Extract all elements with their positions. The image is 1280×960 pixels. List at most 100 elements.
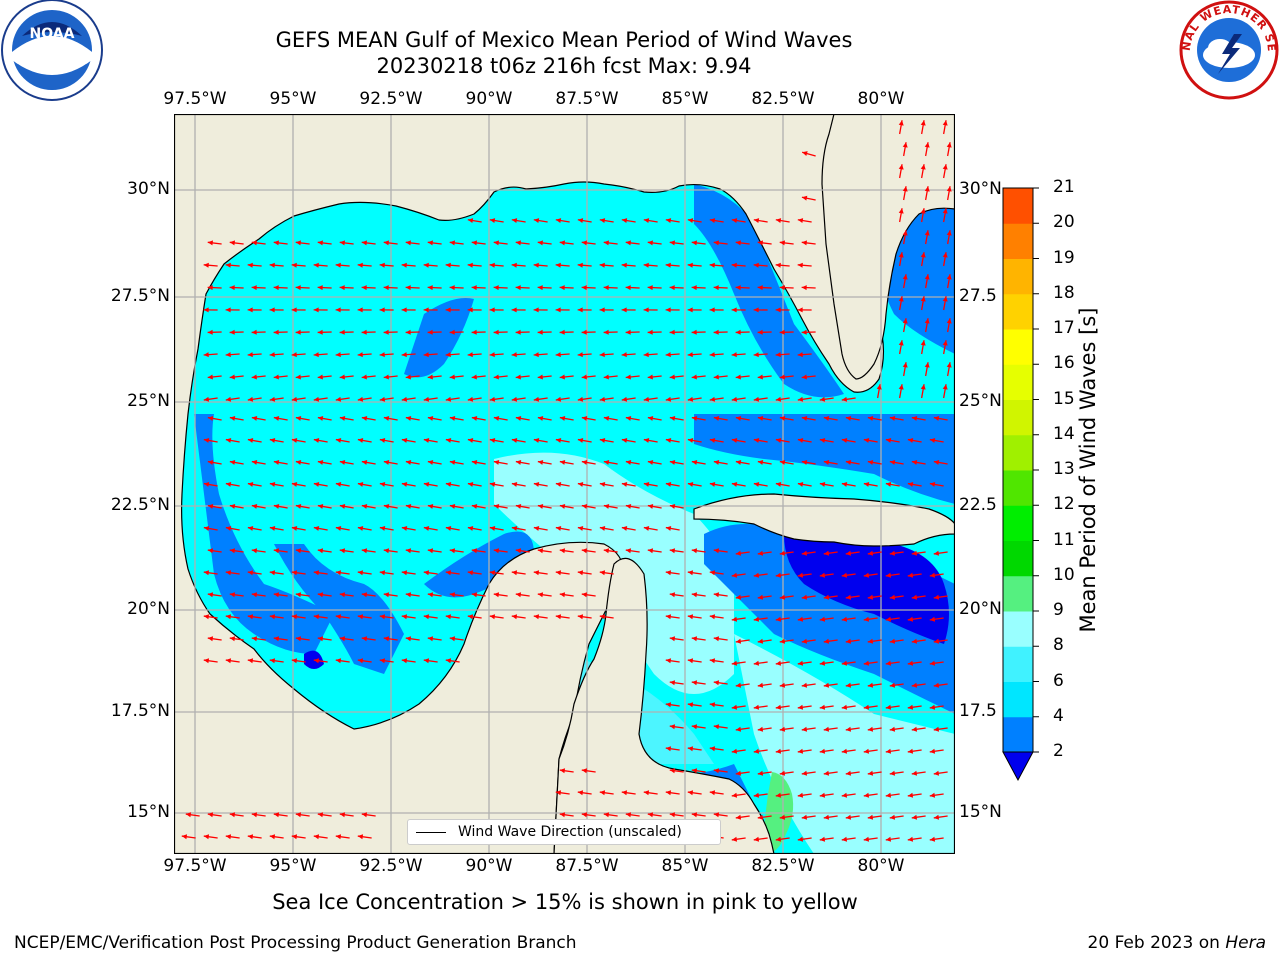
wind-arrow — [603, 374, 618, 380]
wind-arrow — [313, 396, 328, 402]
wind-arrow — [537, 240, 552, 246]
wind-arrow — [823, 415, 838, 421]
wind-arrow — [889, 814, 904, 820]
wind-arrow — [907, 836, 922, 842]
wind-arrow — [383, 636, 398, 642]
wind-arrow — [273, 285, 288, 291]
wind-arrow — [942, 340, 948, 355]
wind-arrow — [933, 550, 948, 556]
wind-arrow — [735, 374, 750, 380]
wind-arrow — [933, 682, 948, 688]
wind-arrow — [687, 790, 702, 796]
wind-arrow — [207, 459, 222, 465]
wind-arrow — [757, 550, 772, 556]
wind-arrow — [911, 459, 926, 465]
wind-arrow — [797, 396, 812, 402]
wind-arrow — [489, 614, 504, 620]
colorbar-bin — [1003, 293, 1033, 330]
wind-arrow — [489, 307, 504, 313]
short-period-zone-west-coast — [194, 414, 334, 654]
wind-arrow — [779, 459, 794, 465]
wind-arrow — [489, 437, 504, 443]
wind-arrow — [559, 503, 574, 509]
colorbar-title: Mean Period of Wind Waves [s] — [1076, 307, 1100, 633]
wind-arrow — [757, 594, 772, 600]
wind-arrow — [379, 307, 394, 313]
wind-arrow — [599, 481, 614, 487]
wind-arrow — [669, 548, 684, 554]
wind-arrow — [621, 790, 636, 796]
wind-arrow — [577, 396, 592, 402]
wind-arrow — [911, 682, 926, 688]
wind-arrow — [515, 459, 530, 465]
wind-arrow — [841, 437, 856, 443]
wind-arrow — [797, 352, 812, 358]
wind-arrow — [933, 726, 948, 732]
wind-arrow — [779, 285, 794, 291]
wind-arrow — [445, 352, 460, 358]
wind-arrow — [687, 437, 702, 443]
wind-arrow — [229, 503, 244, 509]
wind-arrow — [273, 636, 288, 642]
wind-arrow — [946, 230, 952, 245]
wind-arrow — [251, 636, 266, 642]
wind-arrow — [665, 658, 680, 664]
wind-arrow — [225, 352, 240, 358]
wind-arrow — [819, 836, 834, 842]
wind-arrow — [643, 218, 658, 224]
wind-arrow — [229, 636, 244, 642]
wind-arrow — [942, 384, 948, 399]
wind-arrow — [757, 682, 772, 688]
wind-arrow — [929, 616, 944, 622]
wind-arrow — [775, 218, 790, 224]
wind-arrow — [295, 459, 310, 465]
wind-arrow — [383, 374, 398, 380]
wind-arrow — [313, 352, 328, 358]
wind-arrow — [911, 550, 926, 556]
wind-arrow — [643, 790, 658, 796]
wind-arrow — [933, 459, 948, 465]
wind-arrow — [924, 186, 930, 201]
wind-arrow — [819, 437, 834, 443]
wind-arrow — [251, 459, 266, 465]
wind-arrow — [339, 285, 354, 291]
wind-arrow — [907, 616, 922, 622]
wind-arrow — [647, 503, 662, 509]
wind-arrow — [247, 437, 262, 443]
wind-arrow — [603, 240, 618, 246]
wind-arrow — [207, 285, 222, 291]
top-tick-label: 80°W — [857, 89, 905, 109]
wind-arrow — [823, 550, 838, 556]
wind-arrow — [533, 307, 548, 313]
wind-arrow — [247, 307, 262, 313]
wind-arrow — [775, 307, 790, 313]
wind-arrow — [423, 262, 438, 268]
wind-arrow — [731, 437, 746, 443]
wind-arrow — [841, 616, 856, 622]
wind-arrow — [757, 814, 772, 820]
wind-arrow — [185, 812, 200, 818]
wind-arrow — [902, 274, 908, 289]
wind-arrow — [669, 240, 684, 246]
wind-arrow — [713, 285, 728, 291]
wind-arrow — [898, 120, 904, 135]
right-tick-label: 22.5 — [959, 495, 997, 515]
forecast-subtitle: 20230218 t06z 216h fcst Max: 9.94 — [376, 54, 752, 78]
wind-arrow — [709, 614, 724, 620]
wind-arrow — [511, 307, 526, 313]
wind-arrow — [515, 415, 530, 421]
wind-arrow — [555, 437, 570, 443]
wind-arrow — [383, 548, 398, 554]
wind-arrow — [295, 503, 310, 509]
wind-arrow — [801, 682, 816, 688]
wind-arrow — [269, 658, 284, 664]
land — [174, 114, 955, 854]
wind-arrow — [731, 396, 746, 402]
wind-arrow — [537, 548, 552, 554]
wind-arrow — [902, 142, 908, 157]
wind-arrow — [599, 437, 614, 443]
wind-arrow — [647, 240, 662, 246]
short-period-zone-central-west — [404, 298, 474, 378]
top-tick-label: 87.5°W — [555, 89, 619, 109]
wind-arrow — [313, 307, 328, 313]
